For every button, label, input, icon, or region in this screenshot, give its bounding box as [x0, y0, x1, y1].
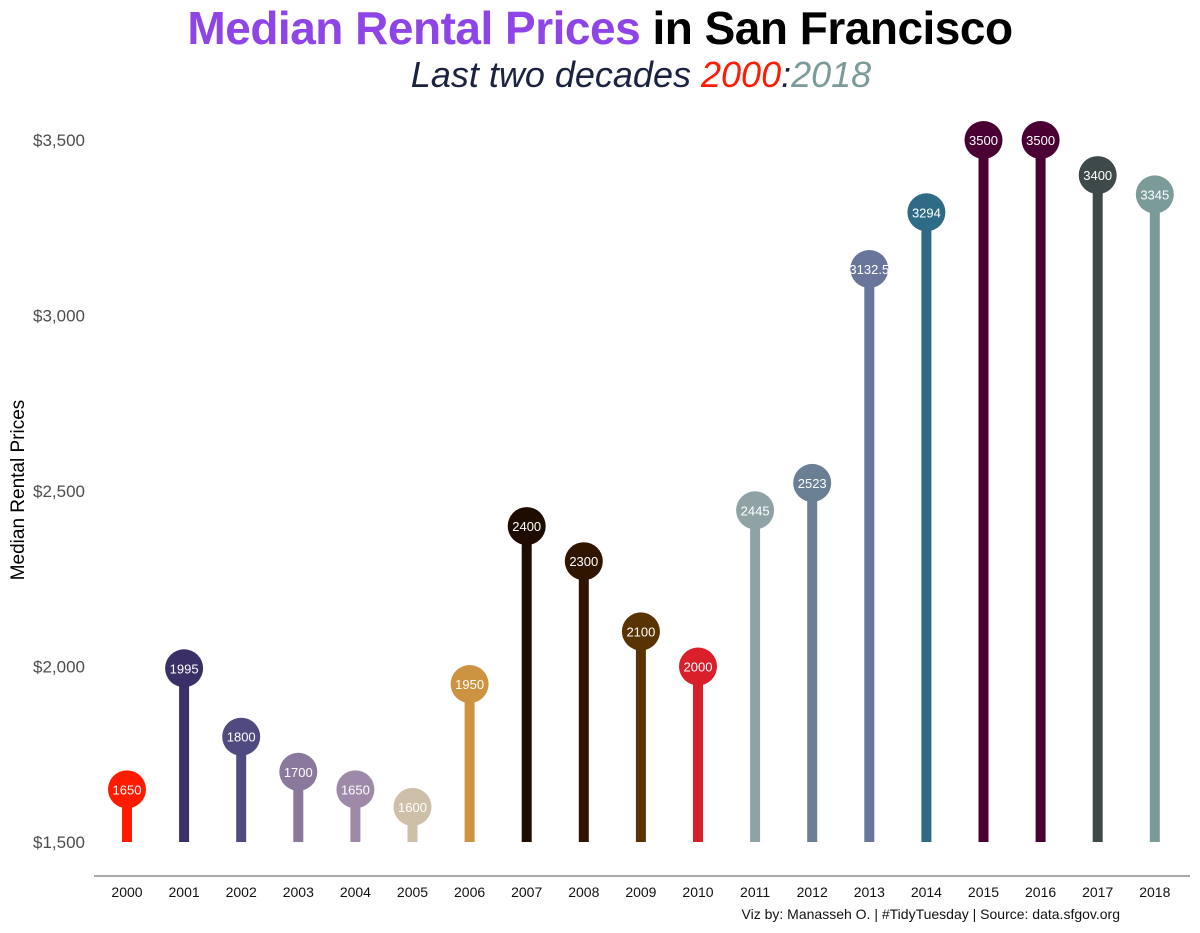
data-label: 3132.5	[849, 262, 889, 277]
title-rest: in San Francisco	[652, 2, 1013, 54]
data-label: 3500	[1026, 133, 1055, 148]
x-tick-label: 2010	[682, 884, 713, 900]
lollipop-point	[507, 507, 546, 546]
lollipop-point	[165, 649, 204, 688]
x-tick-label: 2017	[1082, 884, 1113, 900]
data-label: 1650	[341, 782, 370, 797]
lollipop-marks: 1650 1995 1800 1700 1650 1600 1950 2400 2300 2100…	[108, 121, 1174, 843]
data-label: 1995	[170, 661, 199, 676]
x-tick-label: 2013	[854, 884, 885, 900]
data-label: 2300	[569, 554, 598, 569]
lollipop-stem	[693, 666, 703, 842]
data-label: 3500	[969, 133, 998, 148]
y-tick-label: $3,500	[33, 131, 85, 150]
x-tick-label: 2014	[911, 884, 942, 900]
x-tick-label: 2011	[740, 884, 770, 900]
subtitle-prefix: Last two decades	[410, 54, 691, 95]
lollipop-point	[1135, 175, 1174, 214]
x-tick-label: 2018	[1139, 884, 1170, 900]
x-tick-label: 2001	[169, 884, 200, 900]
subtitle-end-year: 2018	[791, 54, 872, 95]
data-label: 1950	[455, 677, 484, 692]
lollipop-stem	[1149, 194, 1160, 842]
y-axis-title: Median Rental Prices	[8, 400, 29, 581]
lollipop-stem	[236, 736, 247, 842]
data-label: 1800	[227, 730, 256, 745]
lollipop-point	[1021, 121, 1060, 159]
lollipop-stem	[122, 789, 132, 842]
lollipop-stem	[179, 668, 190, 842]
lollipop-stem	[350, 789, 361, 842]
subtitle-separator: :	[781, 54, 792, 95]
data-label: 2400	[512, 519, 541, 534]
title-word-median: Median	[187, 2, 343, 54]
lollipop-point	[279, 752, 318, 791]
x-tick-label: 2007	[511, 884, 542, 900]
data-label: 2445	[741, 503, 770, 518]
y-axis: $1,500 $2,000 $2,500 $3,000 $3,500	[33, 131, 85, 852]
lollipop-stem	[464, 684, 475, 842]
lollipop-point	[564, 542, 603, 581]
x-tick-label: 2004	[340, 884, 371, 900]
y-tick-label: $3,000	[33, 307, 85, 326]
lollipop-stem	[864, 268, 875, 842]
lollipop-point	[450, 665, 489, 704]
x-tick-label: 2005	[397, 884, 428, 900]
x-tick-label: 2015	[968, 884, 999, 900]
data-label: 3294	[912, 205, 941, 220]
title-word-prices: Prices	[505, 2, 641, 54]
lollipop-point	[679, 647, 717, 686]
data-label: 3400	[1083, 168, 1112, 183]
lollipop-stem	[978, 140, 989, 842]
x-tick-label: 2002	[226, 884, 257, 900]
lollipop-point	[222, 717, 261, 756]
lollipop-stem	[750, 510, 761, 842]
lollipop-point	[393, 787, 432, 826]
lollipop-stem	[293, 771, 304, 842]
x-axis: 2000 2001 2002 2003 2004 2005 2006 2007 2008 2009…	[111, 884, 1170, 900]
y-tick-label: $2,000	[33, 658, 85, 677]
title-word-rental: Rental	[355, 2, 493, 54]
subtitle-start-year: 2000	[701, 54, 782, 95]
x-tick-label: 2006	[454, 884, 485, 900]
data-label: 1650	[113, 782, 142, 797]
lollipop-stem	[521, 526, 532, 842]
lollipop-point	[907, 193, 946, 232]
x-tick-label: 2000	[111, 884, 142, 900]
lollipop-point	[793, 463, 832, 502]
lollipop-stem	[578, 561, 589, 842]
y-tick-label: $1,500	[33, 833, 85, 852]
lollipop-point	[108, 770, 146, 809]
lollipop-stem	[635, 631, 646, 842]
data-label: 1600	[398, 800, 427, 815]
lollipop-stem	[1035, 140, 1046, 842]
x-tick-label: 2012	[797, 884, 828, 900]
lollipop-stem	[807, 482, 818, 842]
lollipop-point	[1078, 156, 1117, 195]
lollipop-stem	[1092, 175, 1103, 843]
y-tick-label: $2,500	[33, 482, 85, 501]
data-label: 2100	[626, 624, 655, 639]
x-tick-label: 2009	[625, 884, 656, 900]
chart-title: Median Rental Prices in San Francisco	[0, 2, 1200, 54]
data-label: 1700	[284, 765, 313, 780]
lollipop-point	[736, 491, 775, 530]
data-label: 3345	[1140, 187, 1169, 202]
x-tick-label: 2008	[568, 884, 599, 900]
chart-subtitle: Last two decades 2000:2018	[0, 54, 1200, 96]
lollipop-stem	[921, 212, 932, 842]
lollipop-point	[621, 612, 660, 651]
data-label: 2523	[798, 476, 827, 491]
lollipop-point	[850, 249, 889, 288]
x-tick-label: 2003	[283, 884, 314, 900]
data-label: 2000	[684, 660, 713, 675]
x-tick-label: 2016	[1025, 884, 1056, 900]
lollipop-point	[964, 121, 1003, 159]
caption: Viz by: Manasseh O. | #TidyTuesday | Sou…	[741, 906, 1120, 922]
lollipop-point	[336, 770, 375, 809]
